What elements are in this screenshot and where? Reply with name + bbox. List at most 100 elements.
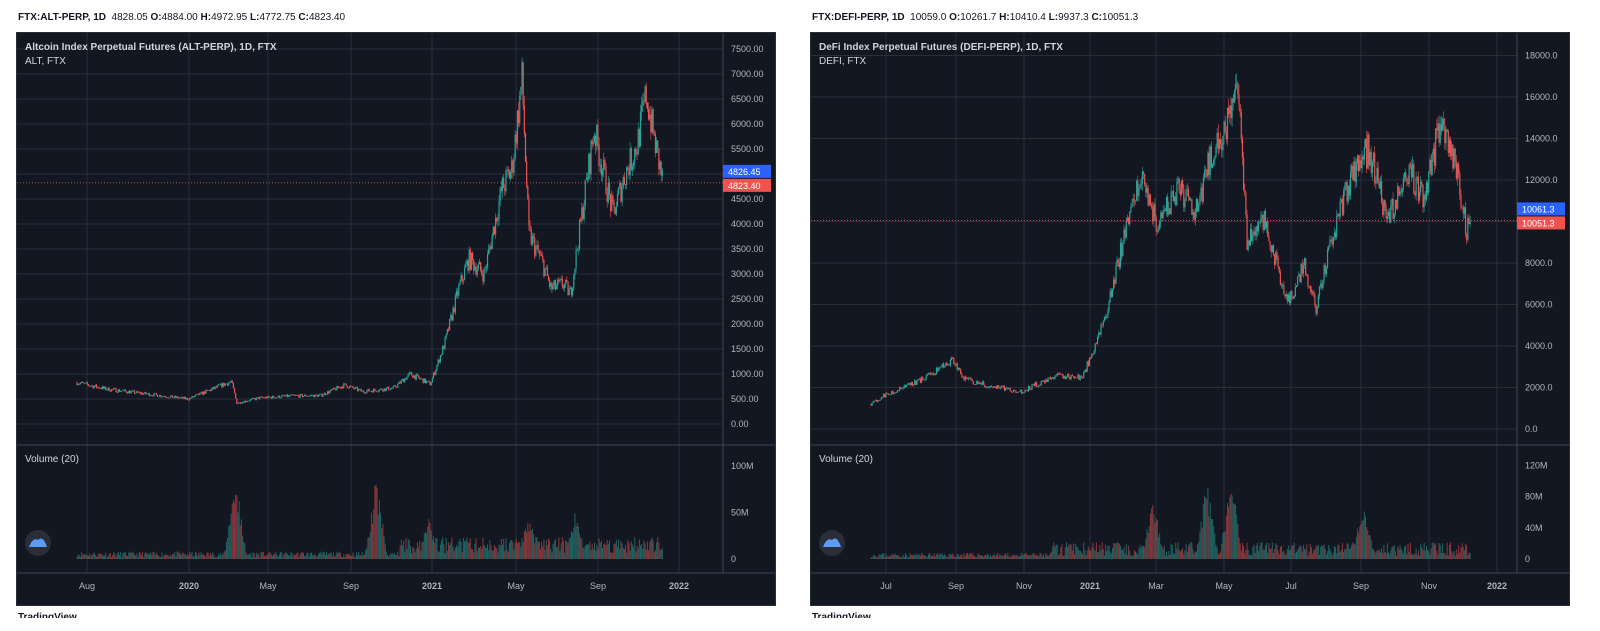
candle-body <box>1162 211 1164 219</box>
candle-body <box>95 384 98 388</box>
candle-body <box>470 252 473 270</box>
candle-body <box>1122 243 1124 257</box>
volume-bar <box>498 544 500 559</box>
candle-body <box>1292 296 1294 299</box>
candle-body <box>1013 390 1015 393</box>
volume-bar <box>252 552 254 559</box>
volume-bar <box>305 555 307 559</box>
price-chart[interactable]: 18000.016000.014000.012000.010000.08000.… <box>810 32 1570 606</box>
volume-bar <box>1382 553 1384 559</box>
candle-body <box>1008 388 1010 389</box>
candle-body <box>1314 294 1316 306</box>
volume-bar <box>1047 555 1049 559</box>
candle-body <box>162 396 164 397</box>
candle-body <box>1351 165 1353 172</box>
price-tick-label: 2000.0 <box>1525 383 1553 393</box>
volume-bar <box>611 552 613 559</box>
volume-bar <box>1371 548 1373 559</box>
candle-body <box>1102 320 1104 325</box>
price-chart[interactable]: 7500.007000.006500.006000.005500.005000.… <box>16 32 776 606</box>
volume-bar <box>561 537 563 559</box>
candle-body <box>1217 132 1219 149</box>
volume-bar <box>274 553 276 559</box>
volume-bar <box>1130 555 1132 559</box>
volume-bar <box>330 552 332 559</box>
candlestick-chart-svg[interactable]: 18000.016000.014000.012000.010000.08000.… <box>811 33 1569 605</box>
volume-bar <box>466 537 468 559</box>
candle-body <box>994 386 996 387</box>
volume-bar <box>398 556 400 559</box>
candle-body <box>153 393 155 397</box>
candle-body <box>339 387 341 389</box>
volume-bar <box>246 554 248 559</box>
candle-body <box>1107 310 1109 318</box>
price-tick-label: 16000.0 <box>1525 92 1558 102</box>
volume-bar <box>1086 550 1088 559</box>
candle-body <box>444 338 446 349</box>
volume-bar <box>1383 544 1385 559</box>
candle-body <box>1118 262 1120 268</box>
volume-bar <box>457 546 459 559</box>
volume-bar <box>628 542 630 559</box>
volume-bar <box>485 547 487 559</box>
candle-body <box>596 124 598 147</box>
candle-body <box>1339 201 1341 217</box>
candle-body <box>394 385 397 388</box>
candle-body <box>255 397 257 400</box>
volume-bar <box>982 555 984 559</box>
volume-bar <box>411 553 413 559</box>
candle-body <box>985 386 987 388</box>
candle-body <box>225 383 228 385</box>
candle-body <box>613 201 615 208</box>
volume-bar <box>895 554 897 559</box>
volume-bar <box>613 543 615 559</box>
candle-body <box>1179 190 1181 195</box>
candlestick-chart-svg[interactable]: 7500.007000.006500.006000.005500.005000.… <box>17 33 775 605</box>
candle-body <box>552 285 554 290</box>
volume-bar <box>898 555 900 559</box>
volume-bar <box>1445 555 1447 559</box>
candle-body <box>999 387 1001 389</box>
candle-body <box>1132 198 1134 203</box>
candle-body <box>361 390 363 392</box>
volume-bar <box>137 557 139 559</box>
candle-body <box>419 377 421 379</box>
volume-bar <box>1469 553 1471 559</box>
volume-bar <box>309 553 311 559</box>
volume-bar <box>612 552 614 559</box>
volume-bar <box>1304 548 1306 559</box>
volume-bar <box>331 556 333 559</box>
volume-bar <box>136 553 138 559</box>
candle-body <box>644 86 646 102</box>
candle-body <box>350 386 352 387</box>
candle-body <box>431 378 433 383</box>
volume-bar <box>1427 549 1429 559</box>
candle-body <box>1197 199 1199 212</box>
volume-bar <box>1097 552 1099 559</box>
candle-body <box>1192 212 1194 215</box>
candle-body <box>1264 211 1267 228</box>
candle-body <box>315 394 317 396</box>
candle-body <box>921 377 923 383</box>
volume-bar <box>1228 507 1230 559</box>
volume-bar <box>128 552 130 559</box>
volume-bar <box>383 536 385 559</box>
volume-bar <box>1309 544 1311 559</box>
candle-body <box>115 388 117 393</box>
volume-bar <box>893 554 895 559</box>
candle-body <box>654 133 657 153</box>
volume-bar <box>1399 545 1401 559</box>
candle-body <box>219 384 221 386</box>
candle-body <box>1427 182 1429 193</box>
volume-bar <box>449 545 451 559</box>
candle-body <box>393 385 395 387</box>
candle-body <box>1347 185 1349 202</box>
volume-bar <box>890 556 892 559</box>
candle-body <box>451 315 453 321</box>
volume-bar <box>122 553 124 559</box>
candle-body <box>140 392 142 394</box>
volume-bar <box>424 532 426 559</box>
volume-bar <box>180 553 181 559</box>
candle-body <box>564 284 566 289</box>
candle-body <box>1447 131 1449 153</box>
